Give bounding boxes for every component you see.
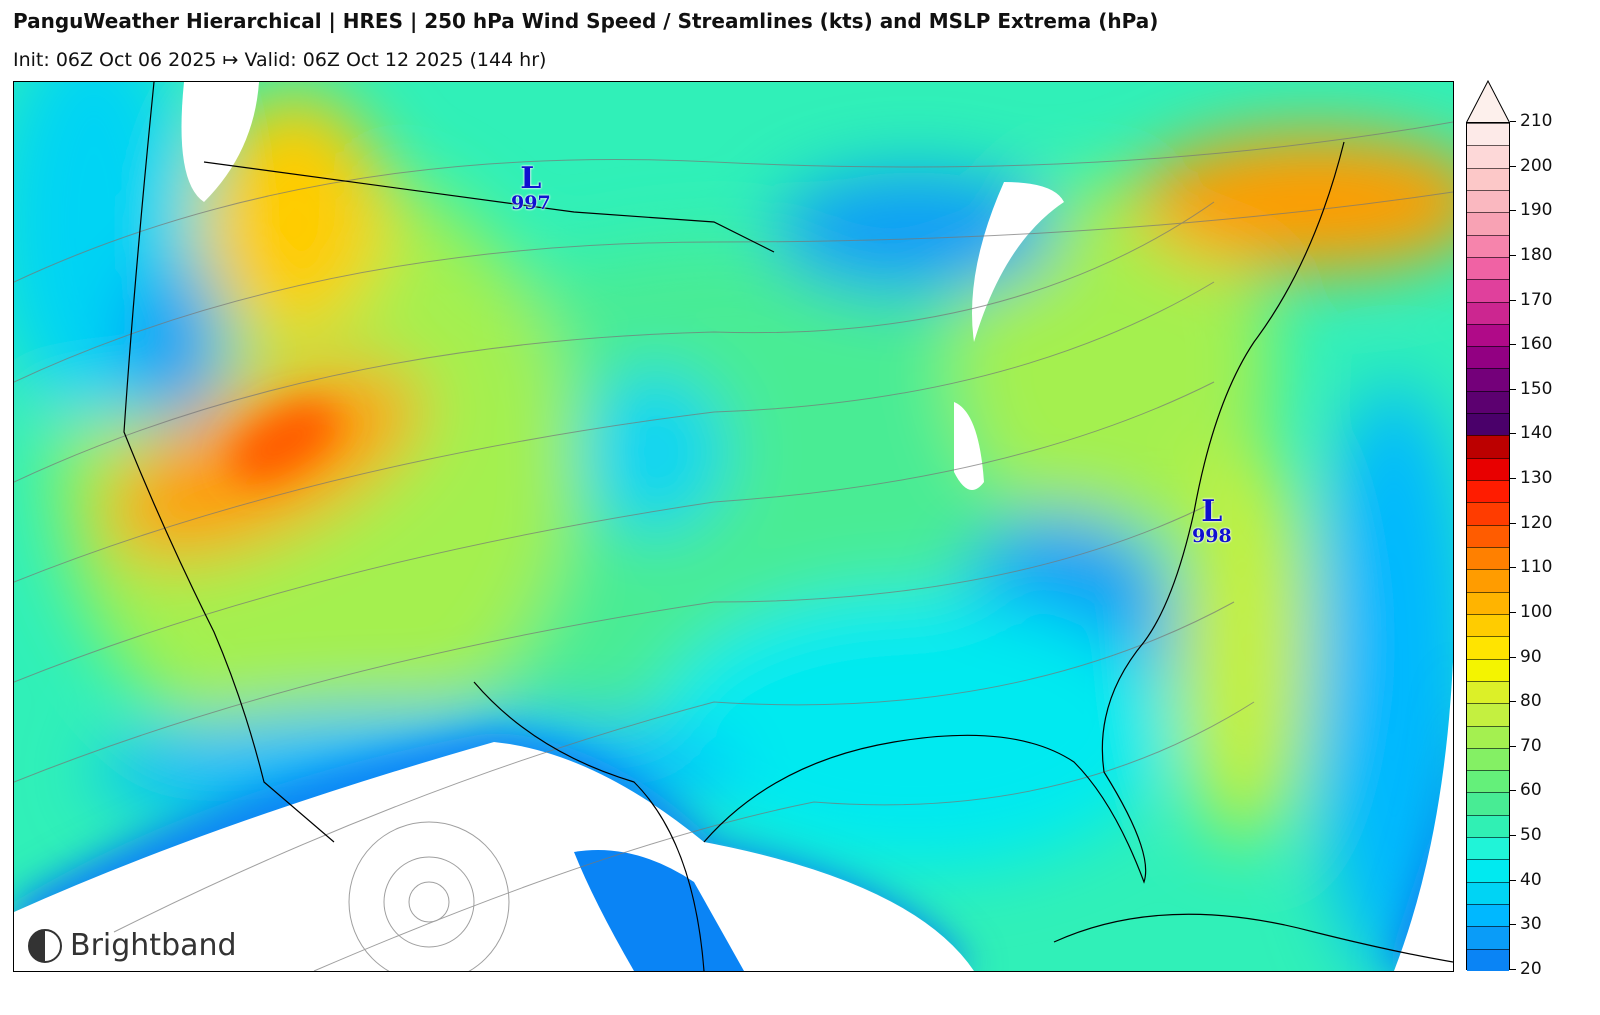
coastlines-borders bbox=[123, 82, 1453, 971]
colorbar-tick-label: 180 bbox=[1510, 245, 1552, 265]
low-pressure-marker-1: L 997 bbox=[511, 161, 551, 214]
colorbar-tick-label: 90 bbox=[1510, 647, 1542, 667]
colorbar-segment bbox=[1467, 323, 1509, 347]
streamlines bbox=[14, 121, 1453, 971]
colorbar-segment bbox=[1467, 725, 1509, 748]
colorbar-segment bbox=[1467, 837, 1509, 860]
colorbar-segment bbox=[1467, 234, 1509, 257]
colorbar-tick-label: 40 bbox=[1510, 870, 1542, 890]
colorbar-segment bbox=[1467, 881, 1509, 905]
low-pressure-value: 997 bbox=[511, 192, 551, 214]
brightband-logo-icon bbox=[28, 928, 62, 963]
low-symbol: L bbox=[520, 161, 542, 196]
colorbar-tick-label: 110 bbox=[1510, 557, 1552, 577]
colorbar-segment bbox=[1467, 457, 1509, 481]
colorbar-tick-label: 20 bbox=[1510, 959, 1542, 979]
colorbar-segment bbox=[1467, 703, 1509, 726]
colorbar-segment bbox=[1467, 547, 1509, 570]
brightband-logo-text: Brightband bbox=[70, 928, 237, 963]
colorbar-tick-label: 60 bbox=[1510, 780, 1542, 800]
colorbar-tick-label: 210 bbox=[1510, 111, 1552, 131]
colorbar-segment bbox=[1467, 123, 1509, 146]
colorbar-tick-label: 50 bbox=[1510, 825, 1542, 845]
colorbar-segment bbox=[1467, 948, 1509, 971]
init-valid-time: Init: 06Z Oct 06 2025 ↦ Valid: 06Z Oct 1… bbox=[13, 49, 547, 71]
chart-title: PanguWeather Hierarchical | HRES | 250 h… bbox=[13, 9, 1159, 33]
colorbar-segment bbox=[1467, 256, 1509, 280]
colorbar-segment bbox=[1467, 904, 1509, 927]
colorbar-segment bbox=[1467, 680, 1509, 704]
low-symbol: L bbox=[1201, 494, 1223, 529]
colorbar-segment bbox=[1467, 502, 1509, 525]
colorbar-tick-label: 30 bbox=[1510, 914, 1542, 934]
colorbar-segment bbox=[1467, 569, 1509, 592]
colorbar-tick-label: 200 bbox=[1510, 156, 1552, 176]
colorbar-tick-label: 100 bbox=[1510, 602, 1552, 622]
wind-field bbox=[14, 82, 1453, 971]
colorbar-segment bbox=[1467, 613, 1509, 637]
colorbar-segment bbox=[1467, 658, 1509, 681]
colorbar-tick-label: 130 bbox=[1510, 468, 1552, 488]
colorbar-segment bbox=[1467, 591, 1509, 614]
colorbar-segment bbox=[1467, 926, 1509, 949]
colorbar-segment bbox=[1467, 770, 1509, 793]
colorbar-segment bbox=[1467, 636, 1509, 659]
colorbar-segment bbox=[1467, 524, 1509, 547]
colorbar-segment bbox=[1467, 212, 1509, 235]
colorbar-tick-label: 190 bbox=[1510, 200, 1552, 220]
colorbar-segment bbox=[1467, 189, 1509, 213]
colorbar-tick-label: 150 bbox=[1510, 379, 1552, 399]
colorbar-segment bbox=[1467, 279, 1509, 302]
colorbar-segment bbox=[1467, 390, 1509, 414]
colorbar-segment bbox=[1467, 435, 1509, 458]
colorbar-segment bbox=[1467, 859, 1509, 882]
colorbar-segment bbox=[1467, 413, 1509, 436]
low-pressure-value: 998 bbox=[1192, 525, 1232, 547]
colorbar-tick-label: 80 bbox=[1510, 691, 1542, 711]
brightband-logo: Brightband bbox=[28, 928, 237, 963]
colorbar-segment bbox=[1467, 368, 1509, 391]
colorbar-tick-label: 140 bbox=[1510, 423, 1552, 443]
low-pressure-marker-2: L 998 bbox=[1192, 494, 1232, 547]
colorbar-tick-label: 120 bbox=[1510, 513, 1552, 533]
colorbar-tick-label: 160 bbox=[1510, 334, 1552, 354]
wind-speed-map: L 997 L 998 Brightband bbox=[13, 81, 1454, 972]
colorbar bbox=[1466, 122, 1510, 971]
colorbar-segment bbox=[1467, 747, 1509, 771]
colorbar-segment bbox=[1467, 145, 1509, 168]
calm-region bbox=[14, 742, 974, 971]
colorbar-extend-arrow bbox=[1466, 80, 1510, 123]
colorbar-segment bbox=[1467, 480, 1509, 503]
colorbar-segment bbox=[1467, 814, 1509, 838]
colorbar-tick-label: 70 bbox=[1510, 736, 1542, 756]
colorbar-segment bbox=[1467, 346, 1509, 369]
colorbar-segment bbox=[1467, 301, 1509, 324]
colorbar-segment bbox=[1467, 792, 1509, 815]
colorbar-tick-label: 170 bbox=[1510, 290, 1552, 310]
colorbar-segment bbox=[1467, 167, 1509, 190]
